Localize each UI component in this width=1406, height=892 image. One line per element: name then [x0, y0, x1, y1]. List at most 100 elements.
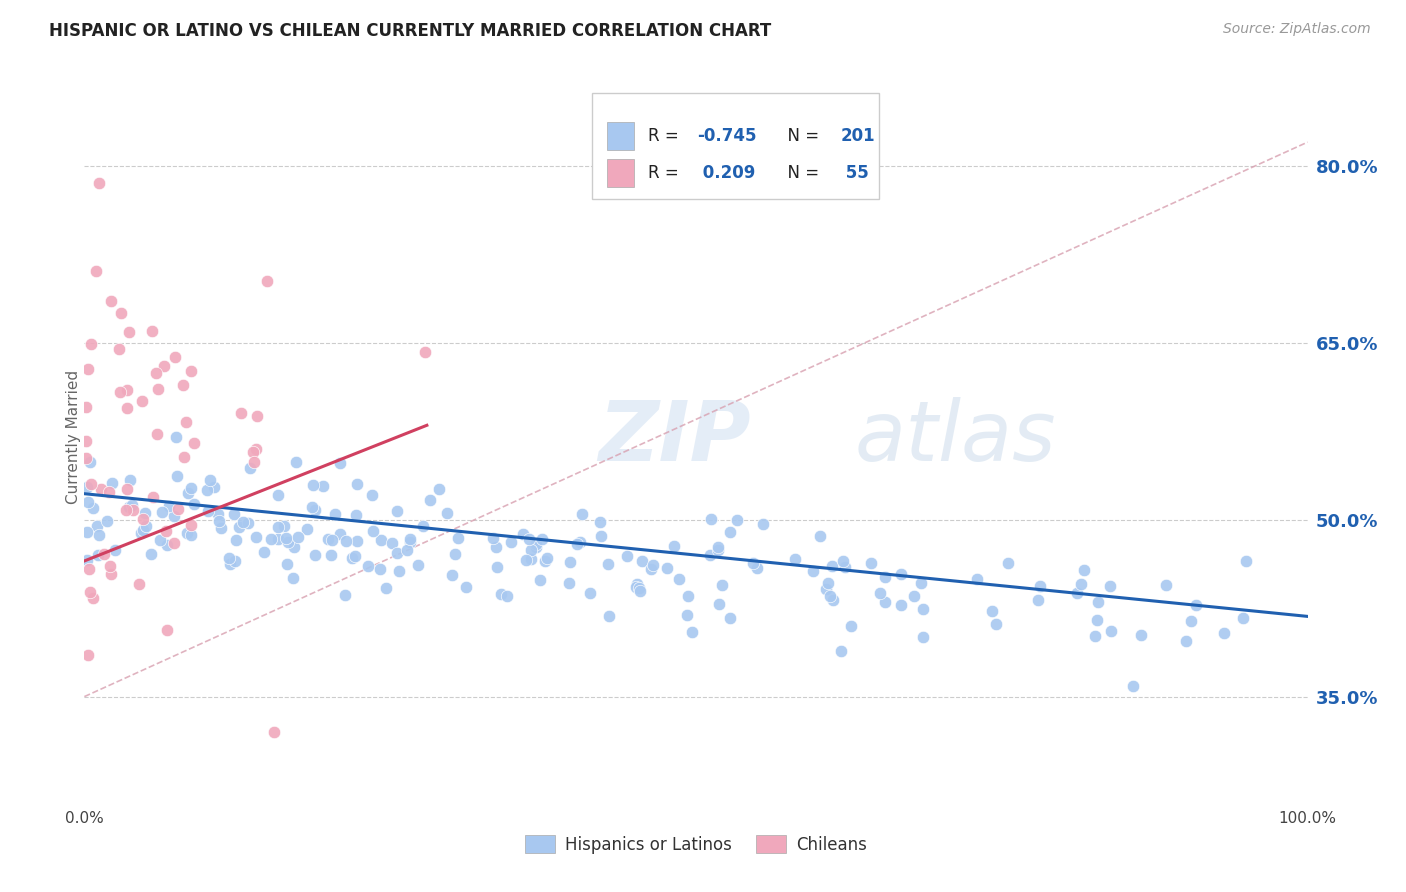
Point: [101, 476, 124, 491]
Point: [76, 480, 98, 494]
Point: [132, 512, 155, 526]
Point: [224, 554, 246, 568]
Point: [1213, 626, 1236, 640]
Point: [485, 560, 508, 574]
Point: [86, 519, 108, 533]
Text: R =: R =: [648, 164, 685, 182]
Point: [520, 542, 543, 557]
Point: [718, 611, 741, 625]
Point: [283, 541, 305, 555]
Point: [222, 507, 245, 521]
Point: [149, 533, 172, 547]
Point: [668, 572, 690, 586]
Point: [340, 550, 363, 565]
Point: [531, 532, 554, 546]
Point: [616, 549, 638, 563]
Point: [1232, 611, 1254, 625]
Point: [517, 533, 540, 547]
Point: [75, 434, 97, 449]
Point: [681, 624, 703, 639]
Point: [318, 532, 340, 546]
Point: [1029, 578, 1052, 592]
Point: [329, 456, 352, 470]
Point: [591, 529, 613, 543]
Point: [100, 294, 122, 309]
Point: [385, 546, 408, 560]
Point: [180, 518, 202, 533]
Text: atlas: atlas: [855, 397, 1057, 477]
Point: [174, 415, 197, 429]
Point: [569, 534, 592, 549]
Point: [118, 325, 141, 339]
Point: [218, 551, 240, 566]
Point: [873, 594, 896, 608]
Point: [676, 607, 699, 622]
Point: [239, 460, 262, 475]
Point: [87, 177, 110, 191]
Point: [121, 498, 143, 512]
Point: [890, 567, 912, 582]
Point: [981, 604, 1004, 618]
Point: [485, 540, 508, 554]
Point: [142, 490, 165, 504]
Point: [821, 559, 844, 574]
Text: N =: N =: [776, 127, 824, 145]
Point: [489, 587, 512, 601]
Point: [281, 571, 304, 585]
Point: [165, 350, 187, 364]
Point: [598, 609, 620, 624]
Point: [183, 497, 205, 511]
Point: [710, 578, 733, 592]
Point: [911, 602, 934, 616]
Text: Source: ZipAtlas.com: Source: ZipAtlas.com: [1223, 22, 1371, 37]
Point: [172, 378, 194, 392]
Point: [276, 531, 298, 545]
Point: [436, 506, 458, 520]
Point: [329, 527, 352, 541]
Point: [76, 553, 98, 567]
Point: [245, 530, 267, 544]
Point: [82, 591, 104, 605]
Point: [115, 383, 138, 397]
Point: [596, 557, 619, 571]
Point: [515, 552, 537, 566]
Point: [96, 514, 118, 528]
Point: [911, 630, 934, 644]
Text: N =: N =: [776, 164, 824, 182]
Point: [121, 502, 143, 516]
Point: [589, 515, 612, 529]
Point: [1087, 595, 1109, 609]
Point: [267, 488, 290, 502]
Point: [360, 488, 382, 502]
Point: [321, 548, 343, 562]
Point: [100, 566, 122, 581]
Point: [482, 531, 505, 545]
Point: [346, 534, 368, 549]
Point: [1026, 593, 1049, 607]
Point: [817, 576, 839, 591]
Point: [419, 493, 441, 508]
Point: [304, 548, 326, 562]
Point: [98, 485, 121, 500]
Point: [166, 469, 188, 483]
Point: [718, 525, 741, 540]
Point: [626, 577, 648, 591]
Point: [287, 530, 309, 544]
Point: [890, 598, 912, 612]
Point: [321, 533, 343, 548]
Point: [150, 505, 173, 519]
Point: [412, 519, 434, 533]
Point: [180, 481, 202, 495]
Point: [745, 561, 768, 575]
Y-axis label: Currently Married: Currently Married: [66, 370, 80, 504]
Point: [80, 477, 103, 491]
Point: [198, 473, 221, 487]
Point: [346, 477, 368, 491]
Point: [156, 624, 179, 638]
Point: [180, 528, 202, 542]
Point: [368, 561, 391, 575]
Text: R =: R =: [648, 127, 685, 145]
Point: [157, 500, 180, 514]
Point: [139, 547, 162, 561]
Point: [297, 522, 319, 536]
